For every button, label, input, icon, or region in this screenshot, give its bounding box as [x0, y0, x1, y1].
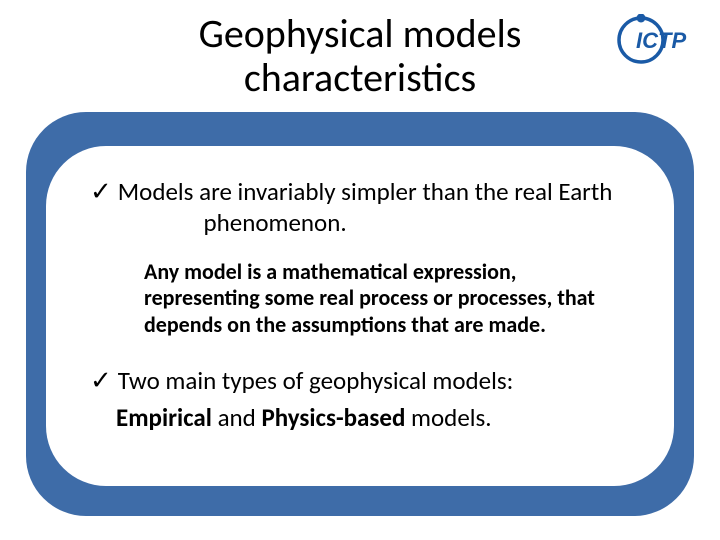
bullet-1-text: Models are invariably simpler than the r… — [118, 176, 613, 239]
body-paragraph: Any model is a mathematical expression, … — [144, 259, 618, 339]
ictp-logo: ICTP — [616, 14, 700, 66]
bullet-2-physics: Physics-based — [261, 402, 405, 433]
bullet-2-text: Two main types of geophysical models: — [118, 365, 513, 396]
content-panel: ✓ Models are invariably simpler than the… — [26, 112, 694, 516]
title-line-1: Geophysical models — [199, 9, 522, 58]
logo-text: ICTP — [636, 28, 686, 53]
check-icon: ✓ — [90, 176, 112, 207]
bullet-item-2: ✓ Two main types of geophysical models: — [90, 365, 638, 396]
bullet-item-1: ✓ Models are invariably simpler than the… — [90, 176, 638, 239]
bullet-2-suffix: models. — [405, 402, 491, 433]
bullet-1-line-a: Models are invariably simpler than the r… — [118, 176, 613, 207]
content-inner: ✓ Models are invariably simpler than the… — [46, 146, 674, 486]
check-icon: ✓ — [90, 365, 112, 396]
bullet-2-subtext: Empirical and Physics-based models. — [116, 402, 638, 433]
title-line-2: characteristics — [244, 53, 476, 102]
bullet-2-empirical: Empirical — [116, 402, 212, 433]
bullet-1-line-b: phenomenon. — [0, 207, 612, 238]
slide-title: Geophysical models characteristics — [0, 0, 720, 100]
bullet-2-mid: and — [212, 402, 262, 433]
